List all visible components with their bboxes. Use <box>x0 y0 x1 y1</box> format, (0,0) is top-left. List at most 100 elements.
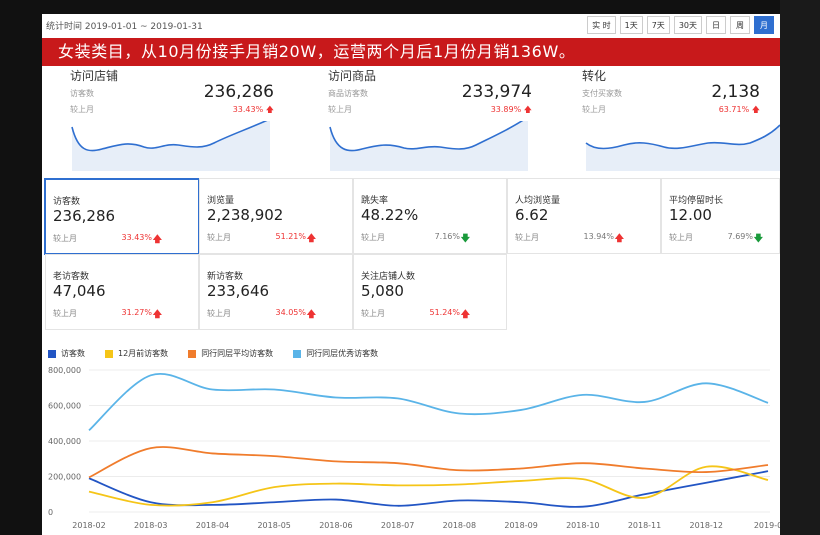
summary-change: 33.43% 🡅 <box>233 104 274 118</box>
sparkline-store-visits <box>71 121 270 171</box>
legend-swatch <box>188 349 197 358</box>
down-arrow-icon: 🡇 <box>753 234 763 244</box>
topbar: 统计时间 2019-01-01 ~ 2019-01-31 实 时 1天 7天 3… <box>42 14 780 38</box>
metric-card-avg-pageviews[interactable]: 人均浏览量 6.62 较上月 13.94% 🡅 <box>507 178 661 254</box>
legend-item[interactable]: 同行同层平均访客数 <box>188 348 273 359</box>
summary-change-pct: 33.43% <box>232 105 264 114</box>
up-arrow-icon: 🡅 <box>152 235 162 245</box>
metric-label: 平均停留时长 <box>669 196 724 206</box>
background-right <box>780 0 820 535</box>
y-tick-label: 400,000 <box>48 437 81 446</box>
legend-item[interactable]: 访客数 <box>48 348 85 359</box>
y-tick-label: 200,000 <box>48 473 81 482</box>
metric-label: 关注店铺人数 <box>361 272 416 282</box>
summary-compare-label: 较上月 <box>70 105 94 114</box>
metric-compare-label: 较上月 <box>669 233 693 242</box>
metric-value: 47,046 <box>53 282 106 300</box>
series-line-1[interactable] <box>88 465 769 507</box>
range-realtime-button[interactable]: 实 时 <box>587 16 616 34</box>
metric-value: 6.62 <box>515 206 549 224</box>
range-week-button[interactable]: 周 <box>730 16 750 34</box>
legend-label: 同行同层平均访客数 <box>201 349 274 358</box>
summary-value: 233,974 <box>461 82 532 102</box>
metric-compare-label: 较上月 <box>53 309 77 318</box>
summary-compare-label: 较上月 <box>582 105 606 114</box>
summary-change: 33.89% 🡅 <box>491 104 532 118</box>
x-tick-label: 2018-11 <box>628 521 661 530</box>
summary-card-product-visits[interactable]: 访问商品 商品访客数 较上月 233,974 33.89% 🡅 <box>300 66 558 184</box>
x-tick-label: 2018-08 <box>443 521 476 530</box>
series-line-0[interactable] <box>88 470 769 508</box>
metric-change-pct: 31.27% <box>121 308 152 317</box>
metric-label: 人均浏览量 <box>515 196 561 206</box>
up-arrow-icon: 🡅 <box>751 105 760 114</box>
metric-label: 访客数 <box>53 197 81 207</box>
metric-change-pct: 33.43% <box>121 233 152 242</box>
up-arrow-icon: 🡅 <box>460 310 470 320</box>
legend-swatch <box>105 349 113 358</box>
period-label: 统计时间 2019-01-01 ~ 2019-01-31 <box>46 22 203 32</box>
range-7day-button[interactable]: 7天 <box>646 16 670 34</box>
series-line-3[interactable] <box>88 373 769 432</box>
summary-change-pct: 33.89% <box>490 105 522 114</box>
chart-legend: 访客数 12月前访客数 同行同层平均访客数 同行同层优秀访客数 <box>48 348 378 359</box>
summary-card-store-visits[interactable]: 访问店铺 访客数 较上月 236,286 33.43% 🡅 <box>42 66 300 184</box>
visitor-trend-chart: 0 200,000 400,000 600,000 800,000 2018-02 2018… <box>48 366 780 530</box>
x-tick-label: 2018-07 <box>381 521 414 530</box>
metric-change-pct: 7.16% <box>434 232 460 241</box>
range-1day-button[interactable]: 1天 <box>619 16 643 34</box>
metric-card-bounce-rate[interactable]: 跳失率 48.22% 较上月 7.16% 🡇 <box>353 178 507 254</box>
annotation-banner: 女装类目，从10月份接手月销20W，运营两个月后1月份月销136W。 <box>42 38 780 66</box>
up-arrow-icon: 🡅 <box>614 234 624 244</box>
x-tick-label: 2018-04 <box>196 521 229 530</box>
legend-label: 同行同层优秀访客数 <box>306 349 379 358</box>
legend-label: 访客数 <box>61 349 85 358</box>
metric-card-avg-duration[interactable]: 平均停留时长 12.00 较上月 7.69% 🡇 <box>661 178 780 254</box>
range-day-button[interactable]: 日 <box>706 16 726 34</box>
series-line-2[interactable] <box>88 446 769 479</box>
up-arrow-icon: 🡅 <box>152 310 162 320</box>
metric-card-returning-visitors[interactable]: 老访客数 47,046 较上月 31.27% 🡅 <box>45 254 199 330</box>
sparkline-product-visits <box>329 121 528 171</box>
summary-metric-label: 商品访客数 <box>328 89 368 98</box>
range-month-button[interactable]: 月 <box>754 16 774 34</box>
metric-label: 新访客数 <box>207 272 244 282</box>
summary-card-conversion[interactable]: 转化 支付买家数 较上月 2,138 63.71% 🡅 <box>558 66 780 184</box>
legend-label: 12月前访客数 <box>118 349 169 358</box>
up-arrow-icon: 🡅 <box>523 105 532 114</box>
y-tick-label: 800,000 <box>48 366 81 375</box>
metric-change-pct: 7.69% <box>727 232 753 241</box>
metric-value: 236,286 <box>53 207 116 225</box>
metric-change-pct: 34.05% <box>275 308 306 317</box>
metric-value: 2,238,902 <box>207 206 284 224</box>
summary-title: 转化 <box>582 69 607 83</box>
metric-compare-label: 较上月 <box>207 309 231 318</box>
summary-title: 访问店铺 <box>70 69 119 83</box>
legend-item[interactable]: 12月前访客数 <box>105 348 168 359</box>
x-tick-label: 2019-0 <box>754 521 780 530</box>
metric-value: 12.00 <box>669 206 712 224</box>
x-tick-label: 2018-09 <box>504 521 537 530</box>
range-30day-button[interactable]: 30天 <box>673 16 702 34</box>
metric-compare-label: 较上月 <box>361 309 385 318</box>
metric-card-store-followers[interactable]: 关注店铺人数 5,080 较上月 51.24% 🡅 <box>353 254 507 330</box>
metric-value: 233,646 <box>207 282 270 300</box>
x-tick-label: 2018-02 <box>72 521 105 530</box>
metric-card-new-visitors[interactable]: 新访客数 233,646 较上月 34.05% 🡅 <box>199 254 353 330</box>
metric-compare-label: 较上月 <box>207 233 231 242</box>
summary-change: 63.71% 🡅 <box>719 104 760 118</box>
metric-label: 老访客数 <box>53 272 90 282</box>
summary-metric-label: 支付买家数 <box>582 89 622 98</box>
metric-value: 48.22% <box>361 206 419 224</box>
up-arrow-icon: 🡅 <box>265 105 274 114</box>
y-tick-label: 0 <box>48 508 53 517</box>
legend-item[interactable]: 同行同层优秀访客数 <box>293 348 378 359</box>
summary-metric-label: 访客数 <box>70 89 94 98</box>
summary-compare-label: 较上月 <box>328 105 352 114</box>
metric-card-visitors[interactable]: 访客数 236,286 较上月 33.43% 🡅 <box>44 178 200 255</box>
metric-card-pageviews[interactable]: 浏览量 2,238,902 较上月 51.21% 🡅 <box>199 178 353 254</box>
metric-value: 5,080 <box>361 282 404 300</box>
up-arrow-icon: 🡅 <box>306 310 316 320</box>
metric-compare-label: 较上月 <box>515 233 539 242</box>
metric-change-pct: 51.24% <box>429 308 460 317</box>
